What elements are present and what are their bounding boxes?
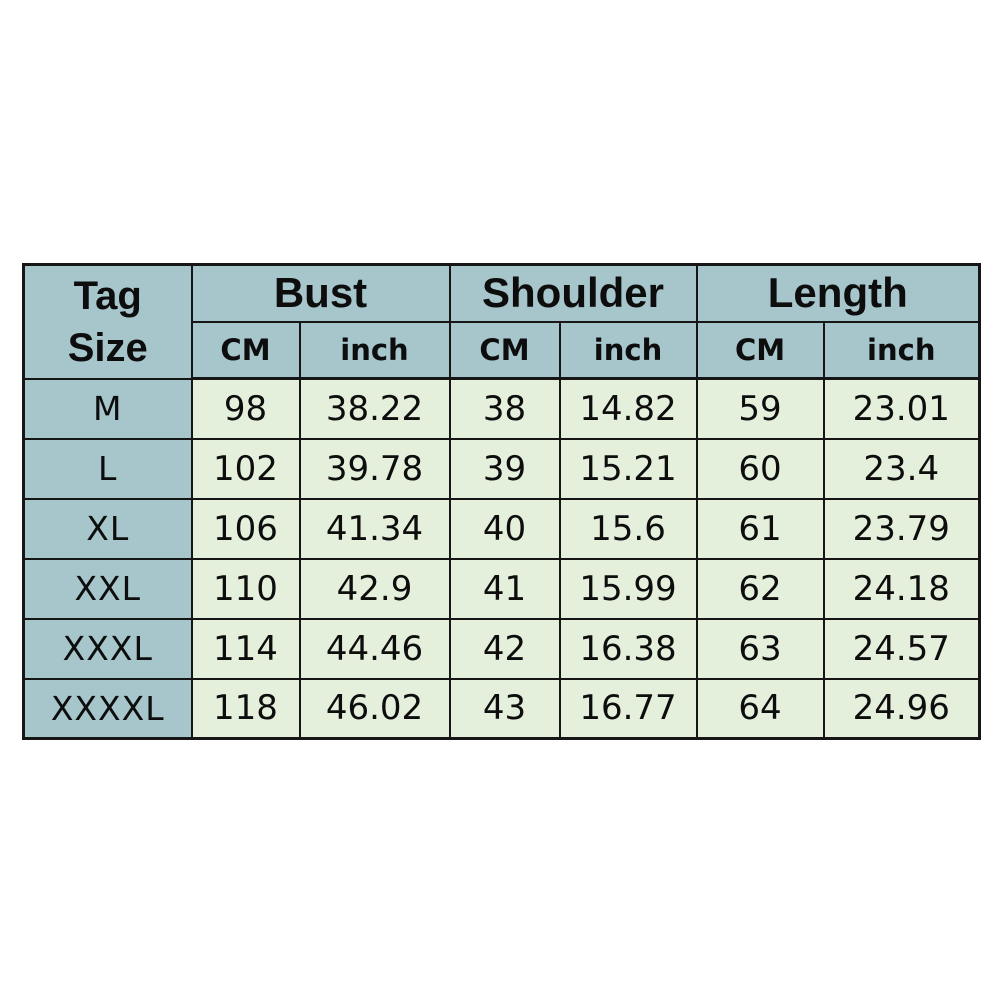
subheader-bust-inch: inch	[298, 320, 451, 380]
size-chart: Tag Size Bust Shoulder Length CM inch CM…	[22, 263, 982, 740]
cell-shoulder-cm: 41	[448, 557, 561, 620]
cell-bust-inch: 44.46	[298, 617, 451, 680]
cell-length-cm: 62	[695, 557, 825, 620]
cell-bust-inch: 39.78	[298, 437, 451, 500]
cell-length-inch: 23.79	[822, 497, 981, 560]
cell-shoulder-inch: 14.82	[558, 377, 698, 440]
cell-bust-inch: 38.22	[298, 377, 451, 440]
header-sub-row: CM inch CM inch CM inch	[24, 320, 981, 380]
cell-bust-cm: 118	[190, 677, 301, 740]
group-header-bust: Bust	[190, 263, 451, 323]
subheader-shoulder-cm: CM	[448, 320, 561, 380]
cell-length-cm: 61	[695, 497, 825, 560]
cell-length-inch: 23.01	[822, 377, 981, 440]
size-label: M	[22, 377, 193, 440]
cell-bust-inch: 42.9	[298, 557, 451, 620]
size-label: L	[22, 437, 193, 500]
size-chart-table: Tag Size Bust Shoulder Length CM inch CM…	[22, 263, 982, 740]
subheader-length-cm: CM	[695, 320, 825, 380]
size-label: XXXXL	[22, 677, 193, 740]
cell-length-cm: 60	[695, 437, 825, 500]
size-label: XL	[22, 497, 193, 560]
cell-length-inch: 24.57	[822, 617, 981, 680]
header-group-row: Tag Size Bust Shoulder Length	[22, 263, 981, 380]
cell-bust-cm: 114	[190, 617, 301, 680]
cell-shoulder-inch: 16.38	[558, 617, 698, 680]
cell-shoulder-cm: 40	[448, 497, 561, 560]
cell-length-inch: 23.4	[822, 437, 981, 500]
size-label: XXXL	[22, 617, 193, 680]
cell-bust-inch: 46.02	[298, 677, 451, 740]
cell-length-cm: 59	[695, 377, 825, 440]
cell-shoulder-inch: 15.6	[558, 497, 698, 560]
corner-header-tag-size: Tag Size	[22, 263, 193, 380]
cell-shoulder-inch: 16.77	[558, 677, 698, 740]
table-row-xl: XL 106 41.34 40 15.6 61 23.79	[22, 497, 981, 560]
table-row-xxxl: XXXL 114 44.46 42 16.38 63 24.57	[22, 617, 981, 680]
group-header-length: Length	[695, 263, 981, 323]
cell-bust-cm: 110	[190, 557, 301, 620]
subheader-length-inch: inch	[822, 320, 981, 380]
table-row-xxxxl: XXXXL 118 46.02 43 16.77 64 24.96	[22, 677, 981, 740]
cell-length-inch: 24.18	[822, 557, 981, 620]
cell-shoulder-cm: 38	[448, 377, 561, 440]
table-row-l: L 102 39.78 39 15.21 60 23.4	[22, 437, 981, 500]
cell-bust-cm: 102	[190, 437, 301, 500]
cell-shoulder-cm: 42	[448, 617, 561, 680]
cell-bust-cm: 106	[190, 497, 301, 560]
cell-length-cm: 63	[695, 617, 825, 680]
table-row-xxl: XXL 110 42.9 41 15.99 62 24.18	[22, 557, 981, 620]
subheader-bust-cm: CM	[190, 320, 301, 380]
cell-shoulder-inch: 15.99	[558, 557, 698, 620]
cell-shoulder-cm: 43	[448, 677, 561, 740]
cell-bust-inch: 41.34	[298, 497, 451, 560]
cell-shoulder-inch: 15.21	[558, 437, 698, 500]
cell-bust-cm: 98	[190, 377, 301, 440]
cell-length-cm: 64	[695, 677, 825, 740]
cell-length-inch: 24.96	[822, 677, 981, 740]
size-label: XXL	[22, 557, 193, 620]
group-header-shoulder: Shoulder	[448, 263, 698, 323]
table-row-m: M 98 38.22 38 14.82 59 23.01	[22, 377, 981, 440]
cell-shoulder-cm: 39	[448, 437, 561, 500]
subheader-shoulder-inch: inch	[558, 320, 698, 380]
